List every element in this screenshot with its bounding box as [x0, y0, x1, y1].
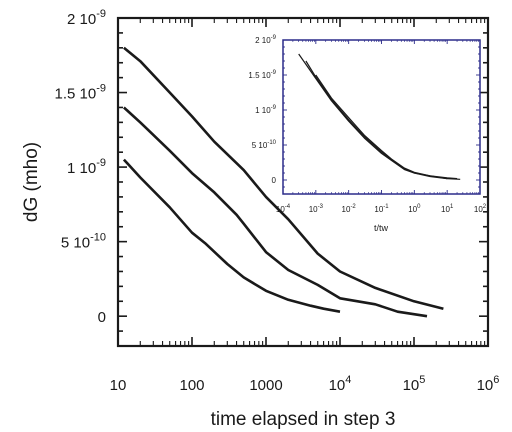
inset-x-tick-label: 10-1 [374, 204, 389, 214]
main-x-tick-label: 105 [403, 374, 426, 394]
main-x-tick-label: 100 [179, 377, 204, 394]
main-series-line-1 [122, 158, 341, 313]
inset-y-tick-label: 1 10-9 [255, 105, 277, 115]
inset-y-tick-label: 0 [272, 176, 277, 185]
main-x-tick-label: 104 [329, 374, 352, 394]
inset-chart: 10-4 10-3 10-2 10-1 100 101 102 0 5 10-10 1 10-9 1… [248, 35, 486, 233]
main-y-axis-label: dG (mho) [21, 142, 42, 222]
main-y-tick-label: 2 10-9 [67, 8, 106, 28]
main-x-tick-label: 106 [477, 374, 500, 394]
inset-x-tick-label: 101 [441, 204, 454, 214]
inset-x-tick-label: 10-3 [309, 204, 324, 214]
main-y-tick-label: 1.5 10-9 [55, 83, 107, 103]
inset-series-line-3 [315, 74, 448, 180]
inset-plot-frame [282, 39, 481, 195]
inset-x-axis-label: t/tw [374, 223, 389, 233]
main-y-tick-label: 5 10-10 [61, 232, 106, 252]
main-series-group [122, 46, 444, 318]
inset-x-tick-label: 10-2 [342, 204, 357, 214]
main-x-tick-label: 1000 [249, 377, 282, 394]
main-x-axis-label: time elapsed in step 3 [211, 409, 396, 430]
inset-x-tick-label: 102 [474, 204, 487, 214]
main-y-tick-label: 0 [98, 309, 106, 326]
inset-x-tick-label: 10-4 [276, 204, 291, 214]
main-series-line-3 [123, 46, 444, 310]
inset-series-group [298, 53, 461, 180]
main-y-tick-label: 1 10-9 [67, 157, 106, 177]
main-x-tick-label: 10 [110, 377, 127, 394]
main-series-line-2 [123, 106, 428, 318]
inset-x-tick-label: 100 [408, 204, 421, 214]
inset-y-tick-label: 1.5 10-9 [248, 70, 276, 80]
inset-y-tick-label: 5 10-10 [252, 140, 277, 150]
inset-y-tick-label: 2 10-9 [255, 35, 277, 45]
inset-axes-group: 10-4 10-3 10-2 10-1 100 101 102 0 5 10-10 1 10-9 1… [248, 35, 486, 214]
